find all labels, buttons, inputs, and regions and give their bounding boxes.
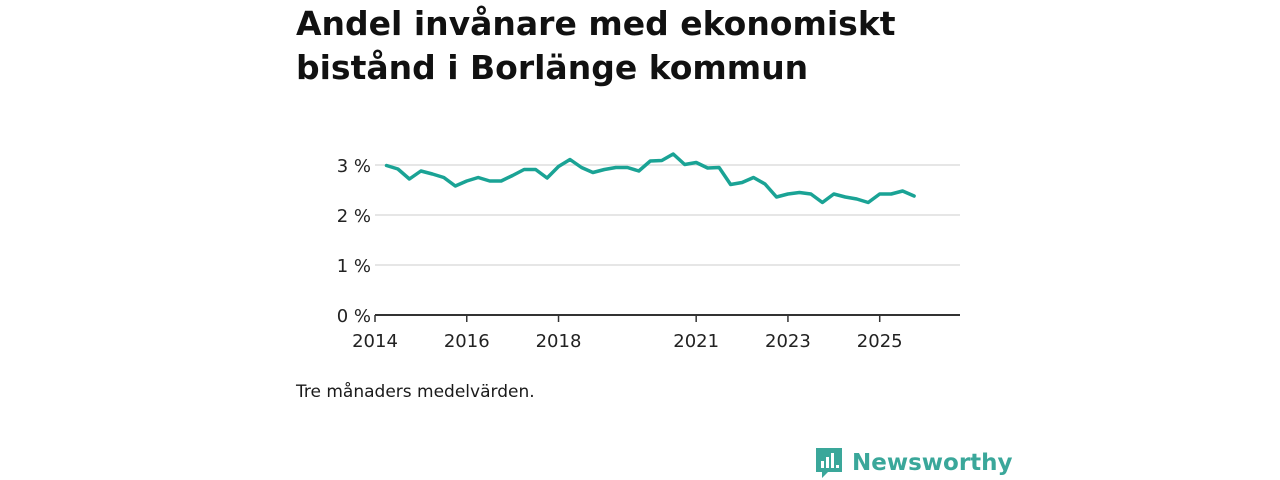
chart-note: Tre månaders medelvärden. — [296, 382, 535, 402]
series-layer — [384, 152, 916, 205]
x-tick-label: 2016 — [444, 331, 490, 352]
y-tick-label: 2 % — [337, 206, 371, 227]
x-tick-label: 2021 — [673, 331, 719, 352]
bar-chart-logo-icon — [816, 448, 842, 478]
chart-title: Andel invånare med ekonomiskt bistånd i … — [296, 4, 896, 87]
y-tick-label: 1 % — [337, 256, 371, 277]
x-tick-label: 2025 — [857, 331, 903, 352]
line-chart: 0 % 1 % 2 % 3 % 2014 2016 2018 2021 2023 2025 — [337, 152, 960, 352]
y-tick-label: 0 % — [337, 306, 371, 327]
x-axis-tick-labels: 2014 2016 2018 2021 2023 2025 — [352, 331, 903, 352]
x-tick-label: 2014 — [352, 331, 398, 352]
x-tick-label: 2018 — [536, 331, 582, 352]
x-tick-label: 2023 — [765, 331, 811, 352]
grid-lines — [375, 164, 960, 266]
series-line — [384, 152, 916, 205]
y-axis-tick-labels: 0 % 1 % 2 % 3 % — [337, 156, 371, 327]
brand-logo[interactable]: Newsworthy — [814, 446, 1013, 480]
x-axis — [374, 314, 960, 322]
brand-name: Newsworthy — [852, 450, 1013, 476]
y-tick-label: 3 % — [337, 156, 371, 177]
